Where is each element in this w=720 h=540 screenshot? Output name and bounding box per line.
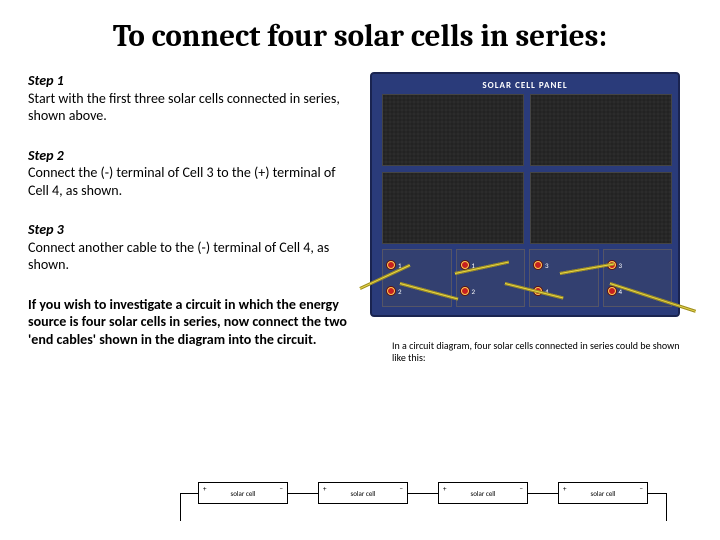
circuit-cell-2: solar cell: [318, 482, 408, 504]
illustration-column: SOLAR CELL PANEL 1 2 1 2: [370, 72, 692, 370]
terminal-jack-icon: [461, 287, 469, 295]
step-2: Step 2 Connect the (-) terminal of Cell …: [28, 147, 358, 200]
step-2-text: Connect the (-) terminal of Cell 3 to th…: [28, 164, 336, 199]
cell-1: [382, 94, 524, 166]
circuit-wire: [528, 493, 558, 494]
circuit-wire: [180, 493, 181, 521]
cell-2: [530, 94, 672, 166]
terminal-block-3: 3 4: [529, 249, 599, 307]
circuit-wire: [648, 493, 666, 494]
step-2-label: Step 2: [28, 147, 358, 165]
step-3-label: Step 3: [28, 221, 358, 239]
circuit-cell-label: solar cell: [470, 489, 495, 498]
terminal-jack-icon: [534, 261, 542, 269]
terminal-jack-icon: [608, 287, 616, 295]
cell-grid: [382, 94, 672, 244]
instructions-column: Step 1 Start with the first three solar …: [28, 72, 358, 370]
step-1-text: Start with the first three solar cells c…: [28, 90, 340, 125]
terminal-jack-icon: [387, 287, 395, 295]
circuit-wire: [180, 493, 198, 494]
step-3: Step 3 Connect another cable to the (-) …: [28, 221, 358, 274]
circuit-wire: [666, 493, 667, 521]
terminal-area: 1 2 1 2 3 4 3 4: [382, 249, 672, 307]
terminal-block-2: 1 2: [456, 249, 526, 307]
step-3-text: Connect another cable to the (-) termina…: [28, 239, 329, 274]
circuit-cell-1: solar cell: [198, 482, 288, 504]
terminal-label: 3: [545, 261, 549, 270]
cell-3: [382, 172, 524, 244]
final-note: If you wish to investigate a circuit in …: [28, 296, 358, 349]
circuit-cell-4: solar cell: [558, 482, 648, 504]
circuit-wire: [408, 493, 438, 494]
circuit-cell-3: solar cell: [438, 482, 528, 504]
circuit-diagram: solar cell solar cell solar cell solar c…: [180, 482, 690, 526]
circuit-caption: In a circuit diagram, four solar cells c…: [370, 340, 692, 364]
circuit-cell-label: solar cell: [590, 489, 615, 498]
circuit-wire: [288, 493, 318, 494]
terminal-jack-icon: [461, 261, 469, 269]
terminal-label: 2: [398, 287, 402, 296]
circuit-cell-label: solar cell: [230, 489, 255, 498]
page-title: To connect four solar cells in series:: [28, 18, 692, 54]
circuit-cell-label: solar cell: [350, 489, 375, 498]
panel-header: SOLAR CELL PANEL: [482, 80, 567, 91]
terminal-block-1: 1 2: [382, 249, 452, 307]
terminal-label: 3: [619, 261, 623, 270]
content-row: Step 1 Start with the first three solar …: [28, 72, 692, 370]
step-1-label: Step 1: [28, 72, 358, 90]
cell-4: [530, 172, 672, 244]
step-1: Step 1 Start with the first three solar …: [28, 72, 358, 125]
solar-panel-illustration: SOLAR CELL PANEL 1 2 1 2: [370, 72, 680, 322]
terminal-label: 2: [472, 287, 476, 296]
terminal-jack-icon: [387, 261, 395, 269]
panel-frame: SOLAR CELL PANEL 1 2 1 2: [370, 72, 680, 317]
